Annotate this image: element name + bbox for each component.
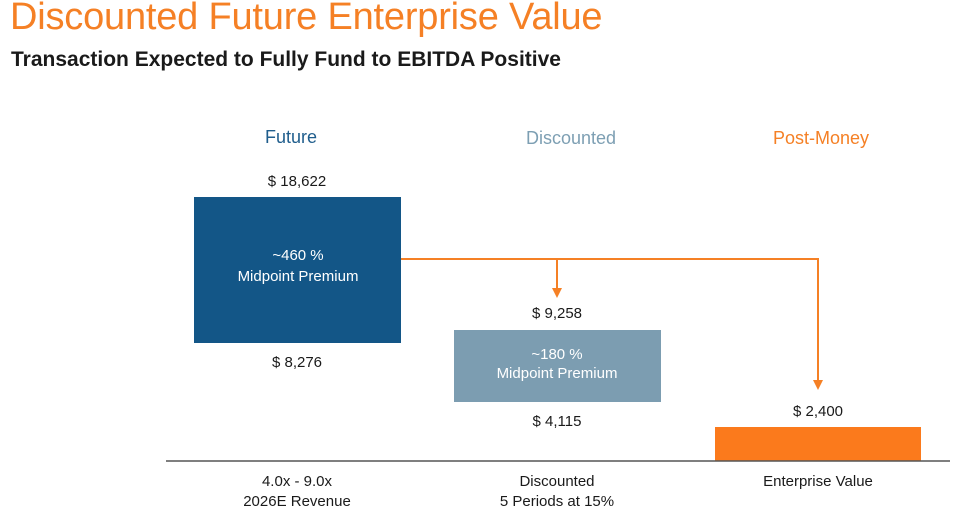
- discounted-premium-value: ~180 %: [531, 346, 582, 363]
- discounted-high-value-label: $ 9,258: [532, 305, 582, 322]
- future-low-value-label: $ 8,276: [272, 354, 322, 371]
- future-high-value-label: $ 18,622: [268, 173, 326, 190]
- bar-future: [194, 197, 401, 343]
- post-money-value-label: $ 2,400: [793, 403, 843, 420]
- bar-discounted: [454, 330, 661, 402]
- future-footer-line2: 2026E Revenue: [243, 493, 351, 510]
- column-header-discounted: Discounted: [526, 128, 616, 148]
- discounted-footer-line2: 5 Periods at 15%: [500, 493, 614, 510]
- discounted-footer-line1: Discounted: [519, 473, 594, 490]
- future-premium-caption: Midpoint Premium: [238, 268, 359, 285]
- discounted-premium-caption: Midpoint Premium: [497, 365, 618, 382]
- post-money-footer-line1: Enterprise Value: [763, 473, 873, 490]
- future-footer-line1: 4.0x - 9.0x: [262, 473, 333, 490]
- column-header-post-money: Post-Money: [773, 128, 869, 148]
- bar-post-money: [715, 427, 921, 461]
- discounted-low-value-label: $ 4,115: [533, 413, 582, 430]
- future-premium-value: ~460 %: [272, 247, 323, 264]
- connector-line: [401, 258, 823, 390]
- page-title: Discounted Future Enterprise Value: [10, 0, 603, 38]
- page-subtitle: Transaction Expected to Fully Fund to EB…: [11, 48, 561, 71]
- column-header-future: Future: [265, 127, 317, 147]
